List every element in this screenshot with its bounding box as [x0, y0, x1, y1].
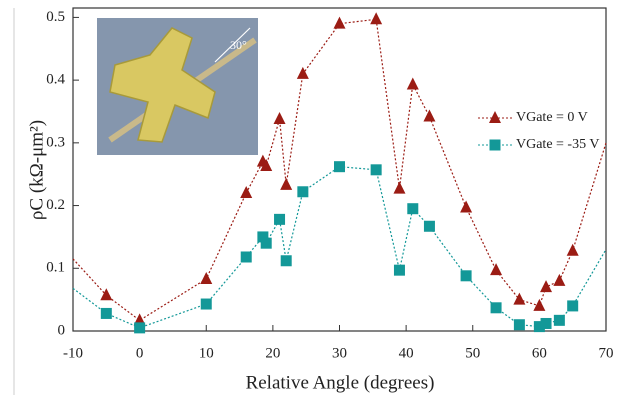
- x-tick-label: 40: [399, 345, 414, 361]
- data-point: [567, 244, 579, 256]
- x-tick-label: -10: [63, 345, 83, 361]
- series-line: [73, 167, 606, 328]
- y-tick-label: 0.2: [46, 197, 65, 213]
- data-point: [274, 112, 286, 124]
- x-tick-label: 70: [599, 345, 614, 361]
- data-point: [394, 265, 405, 276]
- x-tick-label: 60: [532, 345, 547, 361]
- data-point: [393, 182, 405, 194]
- data-point: [134, 322, 145, 333]
- data-point: [240, 186, 252, 198]
- data-point: [101, 308, 112, 319]
- data-point: [200, 272, 212, 284]
- data-point: [541, 318, 552, 329]
- data-point: [554, 315, 565, 326]
- data-point: [281, 255, 292, 266]
- data-point: [297, 67, 309, 79]
- data-point: [514, 319, 525, 330]
- data-point: [407, 203, 418, 214]
- data-point: [491, 302, 502, 313]
- data-point: [490, 263, 502, 275]
- y-tick-label: 0.4: [46, 72, 65, 88]
- legend-label: VGate = 0 V: [516, 110, 588, 125]
- data-point: [460, 200, 472, 212]
- data-point: [553, 274, 565, 286]
- data-point: [201, 299, 212, 310]
- y-tick-label: 0.1: [46, 260, 65, 276]
- x-axis-label: Relative Angle (degrees): [246, 372, 435, 393]
- data-point: [297, 186, 308, 197]
- y-tick-label: 0.3: [46, 134, 65, 150]
- data-point: [424, 221, 435, 232]
- data-point: [241, 251, 252, 262]
- legend-marker: [490, 140, 501, 151]
- data-point: [407, 78, 419, 90]
- inset-image: 30°: [97, 18, 258, 155]
- y-axis-label: ρC (kΩ-μm²): [26, 120, 47, 220]
- data-point: [261, 238, 272, 249]
- y-tick-label: 0: [58, 322, 66, 338]
- x-tick-label: 20: [265, 345, 280, 361]
- legend-marker: [489, 111, 501, 123]
- data-point: [274, 214, 285, 225]
- inset-annotation: 30°: [230, 38, 247, 52]
- data-point: [423, 110, 435, 122]
- data-point: [334, 161, 345, 172]
- data-point: [540, 280, 552, 292]
- data-point: [100, 288, 112, 300]
- data-point: [567, 300, 578, 311]
- x-tick-label: 10: [199, 345, 214, 361]
- data-point: [513, 293, 525, 305]
- data-point: [371, 164, 382, 175]
- x-tick-label: 30: [332, 345, 347, 361]
- x-tick-label: 0: [136, 345, 144, 361]
- data-point: [280, 178, 292, 190]
- data-point: [461, 270, 472, 281]
- data-point: [334, 17, 346, 29]
- legend-label: VGate = -35 V: [516, 137, 599, 152]
- y-tick-label: 0.5: [46, 9, 65, 25]
- x-tick-label: 50: [465, 345, 480, 361]
- data-point: [370, 12, 382, 24]
- chart: 30° Relative Angle (degrees) ρC (kΩ-μm²)…: [0, 0, 627, 401]
